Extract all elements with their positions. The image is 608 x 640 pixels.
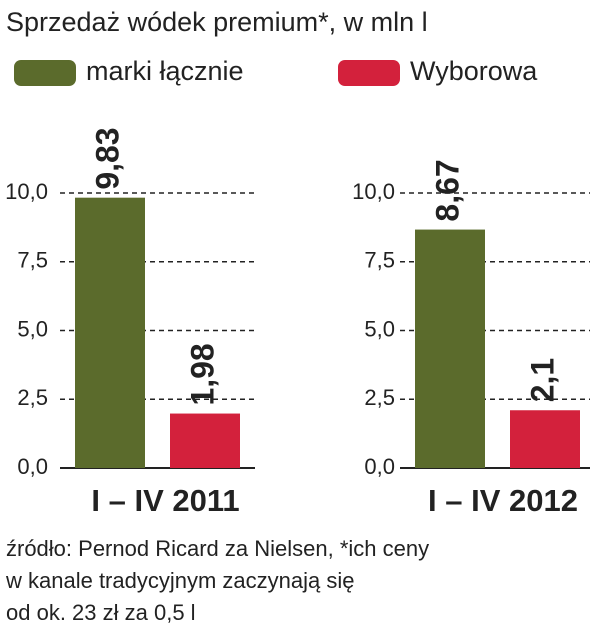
source-note: w kanale tradycyjnym zaczynają się [5, 568, 354, 593]
bar [75, 197, 145, 469]
legend-swatch [338, 60, 400, 86]
y-tick-label: 5,0 [364, 316, 395, 341]
chart-title: Sprzedaż wódek premium*, w mln l [6, 7, 428, 37]
y-tick-label: 10,0 [352, 179, 395, 204]
y-tick-label: 5,0 [17, 316, 48, 341]
value-label: 2,1 [524, 358, 560, 402]
y-tick-label: 10,0 [5, 179, 48, 204]
bar [415, 229, 485, 468]
y-tick-label: 2,5 [364, 385, 395, 410]
legend-label: Wyborowa [410, 56, 538, 86]
value-label: 1,98 [184, 343, 220, 405]
x-tick-label: I – IV 2012 [428, 483, 578, 518]
y-tick-label: 0,0 [364, 454, 395, 479]
source-note: źródło: Pernod Ricard za Nielsen, *ich c… [6, 536, 429, 561]
y-tick-label: 0,0 [17, 454, 48, 479]
value-label: 8,67 [429, 159, 465, 221]
legend-label: marki łącznie [86, 56, 244, 86]
y-tick-label: 7,5 [364, 248, 395, 273]
source-note: od ok. 23 zł za 0,5 l [6, 600, 196, 625]
y-tick-label: 7,5 [17, 248, 48, 273]
legend-swatch [14, 60, 76, 86]
bar [510, 410, 580, 468]
x-tick-label: I – IV 2011 [91, 483, 239, 518]
bar [170, 413, 240, 468]
value-label: 9,83 [89, 127, 125, 189]
y-tick-label: 2,5 [17, 385, 48, 410]
